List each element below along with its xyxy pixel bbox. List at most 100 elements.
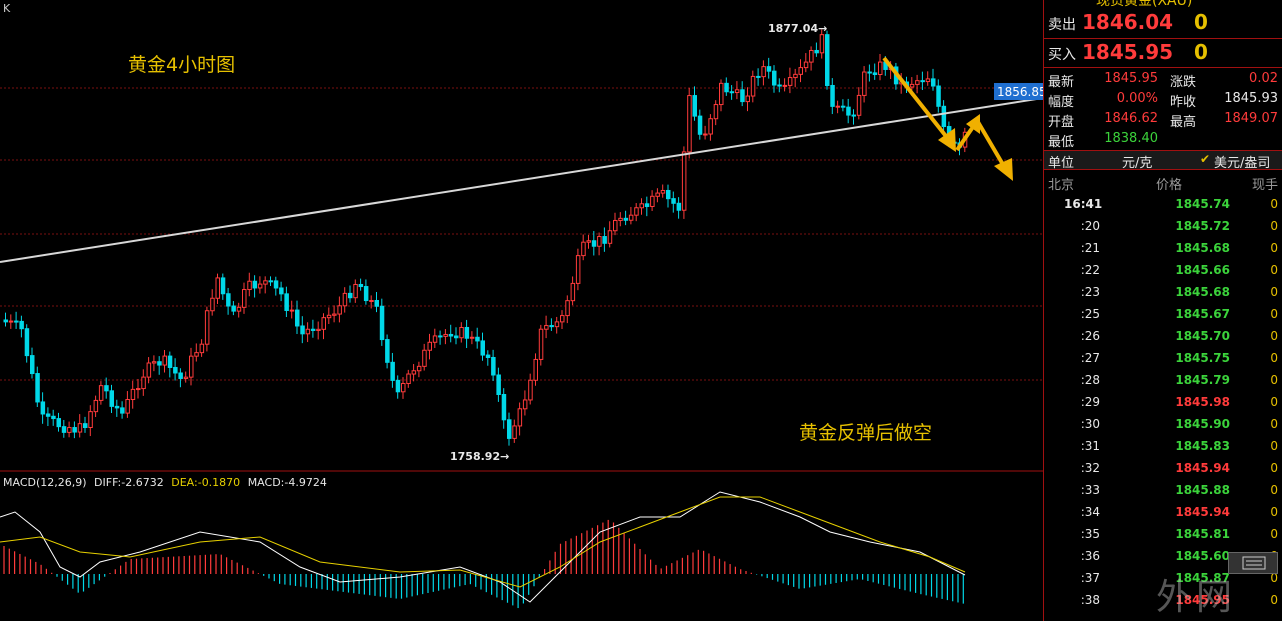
unit-value[interactable]: 元/克: [1122, 156, 1153, 171]
price-chart[interactable]: K 黄金4小时图 黄金反弹后做空 1877.04→ 1758.92→ 1856.…: [0, 0, 1043, 472]
ticks-header-volume: 现手: [1252, 178, 1279, 193]
unit-label: 单位: [1048, 156, 1075, 171]
tick-time: :34: [1080, 505, 1100, 519]
stat-row: 幅度 0.00% 昨收 1845.93: [1044, 90, 1282, 110]
tick-price: 1845.94: [1175, 461, 1230, 475]
panel-title-row: 现货黄金(XAU): [1044, 0, 1282, 9]
ticks-header: 北京 价格 现手: [1044, 172, 1282, 193]
tick-row: :37 1845.87 0: [1044, 568, 1282, 590]
tick-time: :31: [1080, 439, 1100, 453]
keyboard-icon[interactable]: [1228, 552, 1278, 574]
sell-volume: 0: [1194, 10, 1208, 34]
tick-volume: 0: [1270, 373, 1278, 387]
buy-row[interactable]: 买入 1845.95 0: [1044, 39, 1282, 67]
high-label: 1877.04→: [768, 22, 827, 35]
tick-time: :29: [1080, 395, 1100, 409]
chart-title-annotation: 黄金4小时图: [128, 54, 235, 76]
tick-price: 1845.74: [1175, 197, 1230, 211]
down-arrow-1: [882, 56, 956, 152]
stat-label: 开盘: [1048, 115, 1075, 130]
tick-volume: 0: [1270, 351, 1278, 365]
svg-text:1856.85: 1856.85: [997, 85, 1043, 99]
tick-volume: 0: [1270, 439, 1278, 453]
quote-panel: 现货黄金(XAU) 卖出 1846.04 0 买入 1845.95 0 最新 18…: [1043, 0, 1282, 621]
tick-price: 1845.88: [1175, 483, 1230, 497]
tick-row: :29 1845.98 0: [1044, 392, 1282, 414]
dea-line: [0, 496, 966, 588]
tick-volume: 0: [1270, 417, 1278, 431]
tick-price: 1845.68: [1175, 241, 1230, 255]
stat-value: 1838.40: [1104, 131, 1158, 146]
currency-toggle[interactable]: 美元/盎司: [1214, 156, 1271, 171]
tick-time: :21: [1080, 241, 1100, 255]
tick-row: :23 1845.68 0: [1044, 282, 1282, 304]
tick-price: 1845.70: [1175, 329, 1230, 343]
tick-volume: 0: [1270, 285, 1278, 299]
tick-row: :26 1845.70 0: [1044, 326, 1282, 348]
stat-value: 1846.62: [1104, 111, 1158, 126]
stat-value-2: 0.02: [1249, 71, 1278, 86]
tick-time: :26: [1080, 329, 1100, 343]
tick-price: 1845.67: [1175, 307, 1230, 321]
strategy-annotation: 黄金反弹后做空: [799, 422, 932, 444]
tick-row: :27 1845.75 0: [1044, 348, 1282, 370]
ticks-header-price: 价格: [1156, 178, 1183, 193]
tick-price: 1845.83: [1175, 439, 1230, 453]
tick-price: 1845.94: [1175, 505, 1230, 519]
unit-bar: 单位 元/克 ✔ 美元/盎司: [1044, 150, 1282, 171]
tick-volume: 0: [1270, 219, 1278, 233]
tick-time: :23: [1080, 285, 1100, 299]
stat-row: 开盘 1846.62 最高 1849.07: [1044, 110, 1282, 130]
sell-label: 卖出: [1048, 17, 1076, 33]
tick-price: 1845.79: [1175, 373, 1230, 387]
stat-value-2: 1849.07: [1224, 111, 1278, 126]
tick-time: :20: [1080, 219, 1100, 233]
tick-row: :30 1845.90 0: [1044, 414, 1282, 436]
tick-price: 1845.95: [1175, 593, 1230, 607]
tick-row: :31 1845.83 0: [1044, 436, 1282, 458]
tick-time: :25: [1080, 307, 1100, 321]
tick-time: :22: [1080, 263, 1100, 277]
tick-row: :21 1845.68 0: [1044, 238, 1282, 260]
tick-volume: 0: [1270, 197, 1278, 211]
tick-time: :30: [1080, 417, 1100, 431]
buy-price: 1845.95: [1082, 40, 1174, 64]
diff-line: [0, 491, 966, 603]
tick-price: 1845.90: [1175, 417, 1230, 431]
tick-volume: 0: [1270, 461, 1278, 475]
candlesticks: [3, 29, 968, 446]
tick-volume: 0: [1270, 505, 1278, 519]
check-icon: ✔: [1200, 152, 1211, 166]
up-arrow: [955, 114, 980, 152]
tick-row: :22 1845.66 0: [1044, 260, 1282, 282]
ticks-header-time: 北京: [1048, 178, 1075, 193]
tick-time: :32: [1080, 461, 1100, 475]
tick-time: :36: [1080, 549, 1100, 563]
tick-row: :38 1845.95 0: [1044, 590, 1282, 612]
tick-price: 1845.72: [1175, 219, 1230, 233]
tick-volume: 0: [1270, 329, 1278, 343]
tick-row: :25 1845.67 0: [1044, 304, 1282, 326]
chart-area[interactable]: K 黄金4小时图 黄金反弹后做空 1877.04→ 1758.92→ 1856.…: [0, 0, 1043, 621]
tick-row: :20 1845.72 0: [1044, 216, 1282, 238]
macd-chart[interactable]: MACD(12,26,9) DIFF:-2.6732 DEA:-0.1870 M…: [0, 472, 1043, 621]
tick-volume: 0: [1270, 527, 1278, 541]
current-price-tag: 1856.85: [994, 83, 1043, 100]
stat-label: 幅度: [1048, 95, 1075, 110]
tick-price: 1845.75: [1175, 351, 1230, 365]
trendline[interactable]: [0, 97, 1043, 263]
sell-price: 1846.04: [1082, 10, 1174, 34]
tick-volume: 0: [1270, 593, 1278, 607]
tick-price: 1845.66: [1175, 263, 1230, 277]
tick-price: 1845.60: [1175, 549, 1230, 563]
tick-volume: 0: [1270, 571, 1278, 585]
tick-time: 16:41: [1064, 197, 1103, 211]
sell-row[interactable]: 卖出 1846.04 0: [1044, 8, 1282, 38]
down-arrow-2: [976, 120, 1013, 181]
stat-row: 最新 1845.95 涨跌 0.02: [1044, 70, 1282, 90]
tick-volume: 0: [1270, 263, 1278, 277]
stat-value: 1845.95: [1104, 71, 1158, 86]
buy-volume: 0: [1194, 40, 1208, 64]
panel-title: 现货黄金(XAU): [1096, 0, 1193, 9]
corner-label: K: [3, 2, 11, 15]
